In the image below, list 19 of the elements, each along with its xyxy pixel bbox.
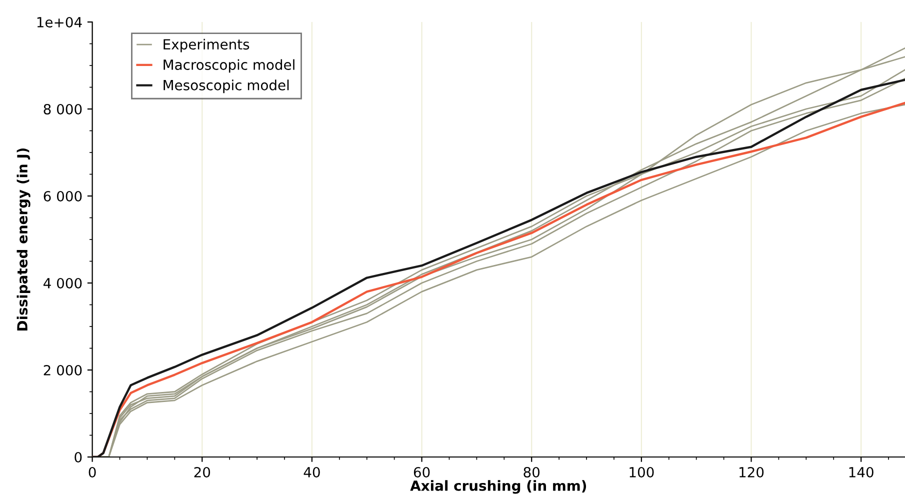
legend-label: Experiments xyxy=(164,38,250,52)
x-tick-label: 20 xyxy=(194,466,210,478)
y-tick-label: 0 xyxy=(74,452,82,462)
x-tick-label: 80 xyxy=(524,466,540,478)
y-tick-label: 4 000 xyxy=(44,278,82,288)
y-tick-label: 2 000 xyxy=(44,364,82,376)
x-tick-label: 0 xyxy=(88,466,96,478)
x-tick-label: 40 xyxy=(304,466,320,478)
x-tick-label: 140 xyxy=(849,466,874,478)
legend-label: Macroscopic model xyxy=(164,59,294,73)
x-tick-label: 60 xyxy=(414,466,430,478)
x-axis-title: Axial crushing (in mm) xyxy=(410,480,586,494)
x-tick-label: 120 xyxy=(740,466,764,478)
y-tick-label: 8 000 xyxy=(44,104,82,114)
y-axis-title: Dissipated energy (in J) xyxy=(16,148,30,330)
y-tick-label: 1e+04 xyxy=(37,16,82,28)
y-tick-label: 6 000 xyxy=(44,190,82,202)
legend-label: Mesoscopic model xyxy=(164,80,289,94)
x-tick-label: 100 xyxy=(630,466,654,478)
